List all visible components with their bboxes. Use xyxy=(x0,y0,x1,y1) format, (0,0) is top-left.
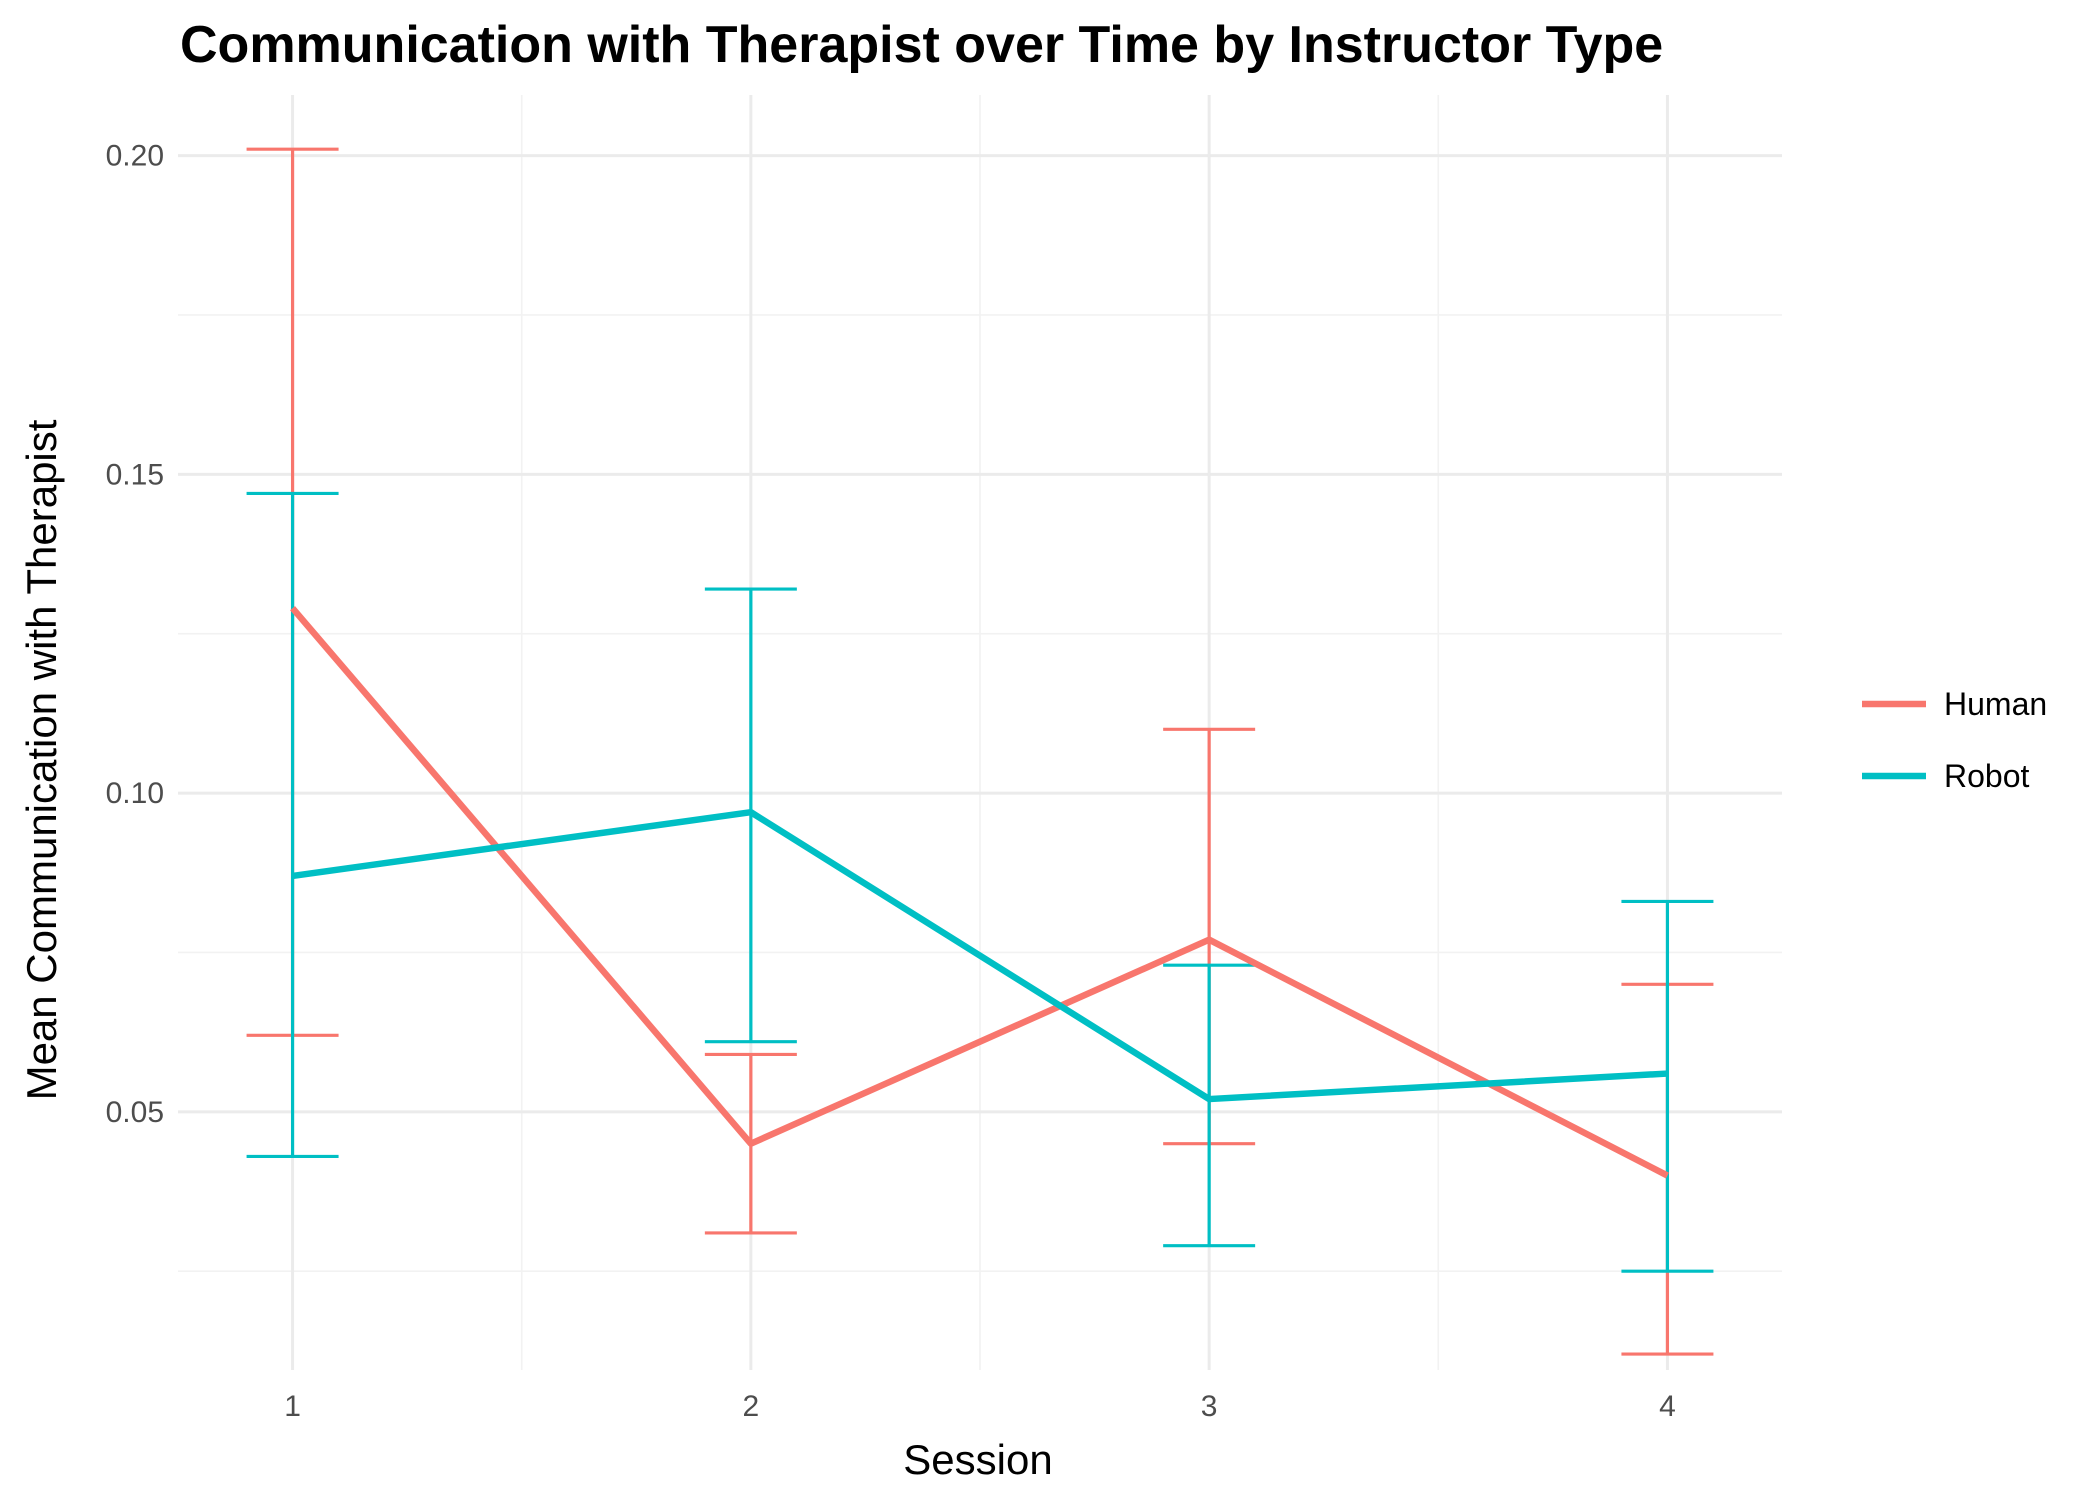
y-tick-label: 0.20 xyxy=(106,140,164,173)
robot-error-bar xyxy=(1163,963,1256,1248)
y-tick-label: 0.10 xyxy=(106,777,164,810)
series-lines xyxy=(290,606,1669,1179)
robot-error-bar xyxy=(1621,899,1714,1273)
grid-lines xyxy=(178,95,1782,1370)
legend: Human Robot xyxy=(1862,686,2047,794)
y-tick-label: 0.05 xyxy=(106,1096,164,1129)
robot-series-line xyxy=(292,808,1668,1103)
x-axis-ticks: 1 2 3 4 xyxy=(284,1390,1676,1423)
legend-label-robot: Robot xyxy=(1944,758,2030,794)
legend-label-human: Human xyxy=(1944,686,2047,722)
human-series-line xyxy=(290,606,1669,1179)
y-tick-label: 0.15 xyxy=(106,458,164,491)
x-tick-label: 4 xyxy=(1659,1390,1676,1423)
x-tick-label: 1 xyxy=(284,1390,301,1423)
x-tick-label: 2 xyxy=(743,1390,760,1423)
y-axis-ticks: 0.05 0.10 0.15 0.20 xyxy=(106,140,164,1129)
x-tick-label: 3 xyxy=(1201,1390,1218,1423)
x-axis-label: Session xyxy=(903,1436,1052,1483)
y-axis-label: Mean Communication with Therapist xyxy=(18,419,65,1100)
robot-error-bar xyxy=(246,491,339,1159)
chart-title: Communication with Therapist over Time b… xyxy=(180,16,1663,74)
